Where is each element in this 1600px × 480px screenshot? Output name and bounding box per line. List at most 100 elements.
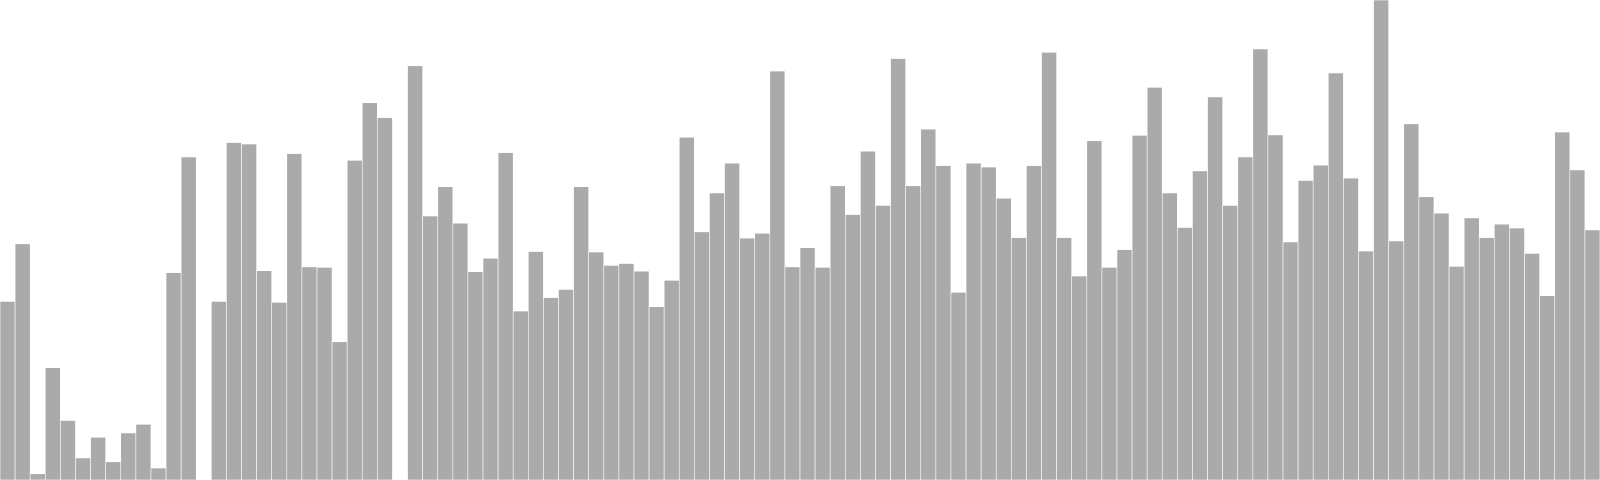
bar [301, 266, 318, 480]
bar [603, 265, 620, 480]
bar [331, 341, 348, 480]
bar [784, 266, 801, 480]
bar [1041, 52, 1057, 480]
bar [875, 205, 891, 480]
bar [799, 247, 816, 480]
bar [1343, 177, 1359, 480]
bar [965, 162, 982, 480]
bar [1373, 0, 1389, 480]
bar [211, 301, 227, 480]
bar [60, 420, 76, 480]
bar [724, 162, 740, 480]
bar [1297, 180, 1314, 480]
bar [860, 150, 876, 480]
bar [1116, 249, 1133, 480]
bar [1403, 123, 1420, 480]
bar [588, 251, 605, 480]
bar [739, 237, 756, 480]
bar [1267, 134, 1284, 480]
bar [980, 166, 997, 480]
bar [543, 297, 559, 480]
bar [1478, 237, 1495, 480]
bar [1524, 253, 1540, 480]
bar [1026, 165, 1042, 480]
bar [271, 302, 288, 480]
bar [1161, 192, 1178, 480]
bar [1554, 131, 1571, 480]
bar [769, 70, 786, 480]
bar [633, 270, 650, 480]
bar [90, 436, 106, 480]
bar [935, 165, 952, 480]
bar [422, 215, 439, 480]
bar [573, 186, 589, 480]
bar [1056, 237, 1072, 480]
bar [754, 232, 771, 480]
bar [995, 197, 1012, 480]
bar [180, 156, 197, 480]
bar [1222, 205, 1239, 480]
bar [709, 192, 725, 480]
bar [1177, 227, 1193, 480]
bar [618, 263, 635, 480]
bar [512, 310, 529, 480]
bar [1011, 237, 1027, 480]
bar [286, 153, 303, 480]
bar [316, 267, 333, 480]
bar [1282, 241, 1299, 480]
bar [844, 214, 861, 480]
bar [44, 367, 61, 480]
bar [497, 152, 514, 480]
bar [1207, 96, 1223, 480]
bar [14, 243, 31, 480]
bar [1418, 196, 1435, 480]
bar [482, 257, 499, 480]
bar [105, 461, 122, 480]
bar [120, 432, 137, 480]
bar [694, 231, 710, 480]
bar [135, 424, 152, 480]
bar [829, 185, 846, 480]
bar [558, 289, 574, 480]
bar [1252, 48, 1269, 480]
bar [1101, 267, 1118, 480]
bar [150, 467, 167, 480]
bar [648, 306, 665, 480]
bar [950, 292, 967, 480]
bar [1146, 87, 1163, 480]
bar [165, 272, 182, 480]
bar [29, 473, 46, 480]
bar [407, 65, 423, 480]
bar [241, 143, 257, 480]
bar [1312, 164, 1329, 480]
bar [1539, 295, 1556, 480]
bar [890, 58, 906, 480]
bar [1569, 169, 1586, 480]
bar [1328, 72, 1344, 480]
bar [346, 160, 363, 480]
bar [226, 142, 242, 480]
bar [920, 128, 937, 480]
bar [678, 136, 695, 480]
bar [905, 185, 922, 480]
bar [0, 301, 16, 480]
bar [467, 271, 484, 480]
bar [1433, 212, 1450, 480]
bar [1358, 250, 1374, 480]
bar [377, 117, 393, 480]
bar [1448, 266, 1465, 480]
bar [1388, 240, 1405, 480]
bar [1086, 140, 1103, 480]
bar [814, 267, 831, 480]
bar [1237, 156, 1254, 480]
bar [75, 457, 91, 480]
bar [527, 251, 544, 480]
bar [1071, 275, 1088, 480]
bar [437, 186, 454, 480]
bar [1584, 229, 1600, 480]
bar [1131, 135, 1148, 480]
bar [1494, 223, 1510, 480]
bar [361, 102, 378, 480]
